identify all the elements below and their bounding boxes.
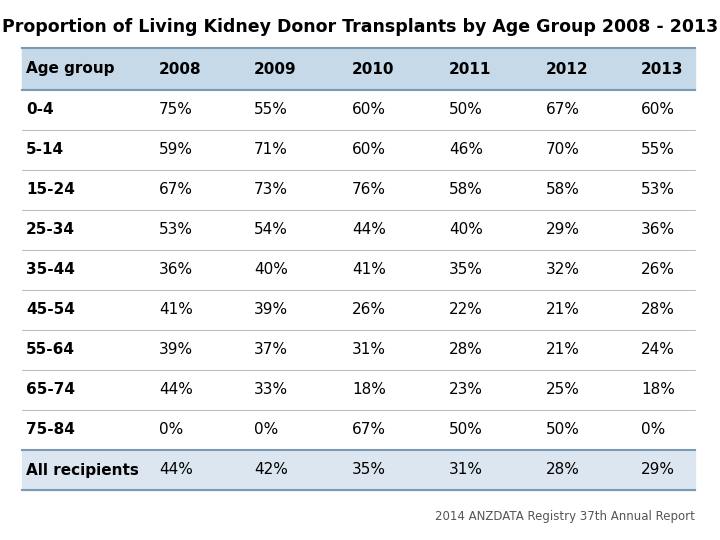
Text: 2013: 2013: [641, 62, 683, 77]
Text: 37%: 37%: [254, 342, 288, 357]
Text: 31%: 31%: [352, 342, 386, 357]
Text: 0%: 0%: [641, 422, 665, 437]
Text: 35%: 35%: [352, 462, 386, 477]
Text: 75%: 75%: [159, 103, 193, 118]
Bar: [22, 170, 695, 210]
Text: 58%: 58%: [449, 183, 483, 198]
Text: 41%: 41%: [159, 302, 193, 318]
Text: 65-74: 65-74: [26, 382, 75, 397]
Text: 5-14: 5-14: [26, 143, 64, 158]
Text: 58%: 58%: [546, 183, 580, 198]
Text: 39%: 39%: [159, 342, 193, 357]
Text: 2009: 2009: [254, 62, 297, 77]
Text: 31%: 31%: [449, 462, 483, 477]
Text: 2010: 2010: [352, 62, 395, 77]
Bar: [22, 370, 695, 410]
Text: 42%: 42%: [254, 462, 288, 477]
Bar: [22, 90, 695, 130]
Text: 2012: 2012: [546, 62, 589, 77]
Text: 15-24: 15-24: [26, 183, 75, 198]
Text: 33%: 33%: [254, 382, 288, 397]
Text: 67%: 67%: [352, 422, 386, 437]
Text: 60%: 60%: [352, 103, 386, 118]
Bar: [22, 48, 695, 90]
Bar: [22, 330, 695, 370]
Text: Age group: Age group: [26, 62, 114, 77]
Text: 25%: 25%: [546, 382, 580, 397]
Text: 55-64: 55-64: [26, 342, 75, 357]
Text: Proportion of Living Kidney Donor Transplants by Age Group 2008 - 2013: Proportion of Living Kidney Donor Transp…: [2, 18, 718, 36]
Text: 36%: 36%: [159, 262, 193, 278]
Text: 67%: 67%: [159, 183, 193, 198]
Text: 0-4: 0-4: [26, 103, 53, 118]
Text: 39%: 39%: [254, 302, 288, 318]
Bar: [22, 250, 695, 290]
Text: 55%: 55%: [641, 143, 675, 158]
Text: 29%: 29%: [546, 222, 580, 238]
Text: All recipients: All recipients: [26, 462, 139, 477]
Bar: [22, 130, 695, 170]
Bar: [22, 290, 695, 330]
Text: 32%: 32%: [546, 262, 580, 278]
Text: 53%: 53%: [159, 222, 193, 238]
Text: 0%: 0%: [254, 422, 278, 437]
Text: 76%: 76%: [352, 183, 386, 198]
Text: 75-84: 75-84: [26, 422, 75, 437]
Text: 60%: 60%: [641, 103, 675, 118]
Text: 22%: 22%: [449, 302, 483, 318]
Text: 24%: 24%: [641, 342, 675, 357]
Text: 29%: 29%: [641, 462, 675, 477]
Text: 40%: 40%: [254, 262, 288, 278]
Text: 26%: 26%: [352, 302, 386, 318]
Text: 18%: 18%: [352, 382, 386, 397]
Text: 46%: 46%: [449, 143, 483, 158]
Text: 28%: 28%: [546, 462, 580, 477]
Bar: [22, 210, 695, 250]
Text: 28%: 28%: [449, 342, 483, 357]
Text: 59%: 59%: [159, 143, 193, 158]
Text: 50%: 50%: [449, 103, 483, 118]
Text: 2014 ANZDATA Registry 37th Annual Report: 2014 ANZDATA Registry 37th Annual Report: [435, 510, 695, 523]
Text: 53%: 53%: [641, 183, 675, 198]
Text: 44%: 44%: [159, 462, 193, 477]
Text: 60%: 60%: [352, 143, 386, 158]
Text: 36%: 36%: [641, 222, 675, 238]
Text: 0%: 0%: [159, 422, 184, 437]
Bar: [22, 450, 695, 490]
Text: 18%: 18%: [641, 382, 675, 397]
Text: 50%: 50%: [546, 422, 580, 437]
Text: 35%: 35%: [449, 262, 483, 278]
Text: 55%: 55%: [254, 103, 288, 118]
Text: 28%: 28%: [641, 302, 675, 318]
Text: 54%: 54%: [254, 222, 288, 238]
Text: 35-44: 35-44: [26, 262, 75, 278]
Text: 73%: 73%: [254, 183, 288, 198]
Text: 45-54: 45-54: [26, 302, 75, 318]
Text: 44%: 44%: [159, 382, 193, 397]
Text: 44%: 44%: [352, 222, 386, 238]
Bar: [22, 410, 695, 450]
Text: 21%: 21%: [546, 342, 580, 357]
Text: 2008: 2008: [159, 62, 202, 77]
Text: 67%: 67%: [546, 103, 580, 118]
Text: 40%: 40%: [449, 222, 483, 238]
Text: 26%: 26%: [641, 262, 675, 278]
Text: 23%: 23%: [449, 382, 483, 397]
Text: 71%: 71%: [254, 143, 288, 158]
Text: 50%: 50%: [449, 422, 483, 437]
Text: 41%: 41%: [352, 262, 386, 278]
Text: 2011: 2011: [449, 62, 491, 77]
Text: 70%: 70%: [546, 143, 580, 158]
Text: 21%: 21%: [546, 302, 580, 318]
Text: 25-34: 25-34: [26, 222, 75, 238]
